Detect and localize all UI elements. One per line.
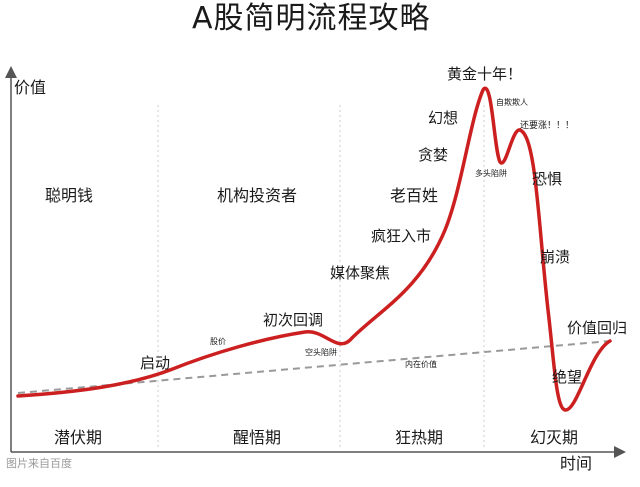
label-fantasy: 幻想 — [428, 109, 459, 127]
label-start: 启动 — [140, 354, 171, 372]
image-source-note: 图片来自百度 — [6, 457, 72, 470]
label-media-focus: 媒体聚焦 — [330, 264, 391, 282]
label-golden-decade: 黄金十年！ — [447, 65, 523, 83]
diagram-title: A股简明流程攻略 — [192, 1, 431, 36]
label-return-to-value: 价值回归 — [567, 319, 628, 337]
phase-label-latent: 潜伏期 — [54, 428, 103, 447]
phase-label-frenzy: 狂热期 — [395, 428, 444, 447]
y-axis-label: 价值 — [14, 78, 47, 97]
label-first-pullback: 初次回调 — [263, 311, 324, 329]
label-collapse: 崩溃 — [540, 248, 571, 266]
label-bull-trap: 多头陷阱 — [475, 169, 507, 178]
phase-label-awakening: 醒悟期 — [233, 428, 282, 447]
label-self-deception: 自欺欺人 — [496, 98, 528, 107]
phase-label-disillusion: 幻灭期 — [530, 428, 579, 447]
participant-institutions: 机构投资者 — [217, 186, 298, 205]
label-intrinsic-value: 内在价值 — [405, 360, 437, 369]
sentiment-curve — [16, 86, 612, 412]
label-greed: 贪婪 — [418, 146, 449, 164]
label-fear: 恐惧 — [532, 170, 563, 188]
label-bear-trap: 空头陷阱 — [305, 348, 337, 357]
participant-smart-money: 聪明钱 — [45, 186, 94, 205]
participant-public: 老百姓 — [390, 186, 439, 205]
label-frenzy-entry: 疯狂入市 — [371, 227, 432, 245]
label-still-rising: 还要涨！！！ — [520, 121, 575, 131]
label-despair: 绝望 — [552, 368, 583, 386]
label-stock-price: 股价 — [210, 337, 226, 346]
x-axis-label: 时间 — [560, 454, 593, 473]
